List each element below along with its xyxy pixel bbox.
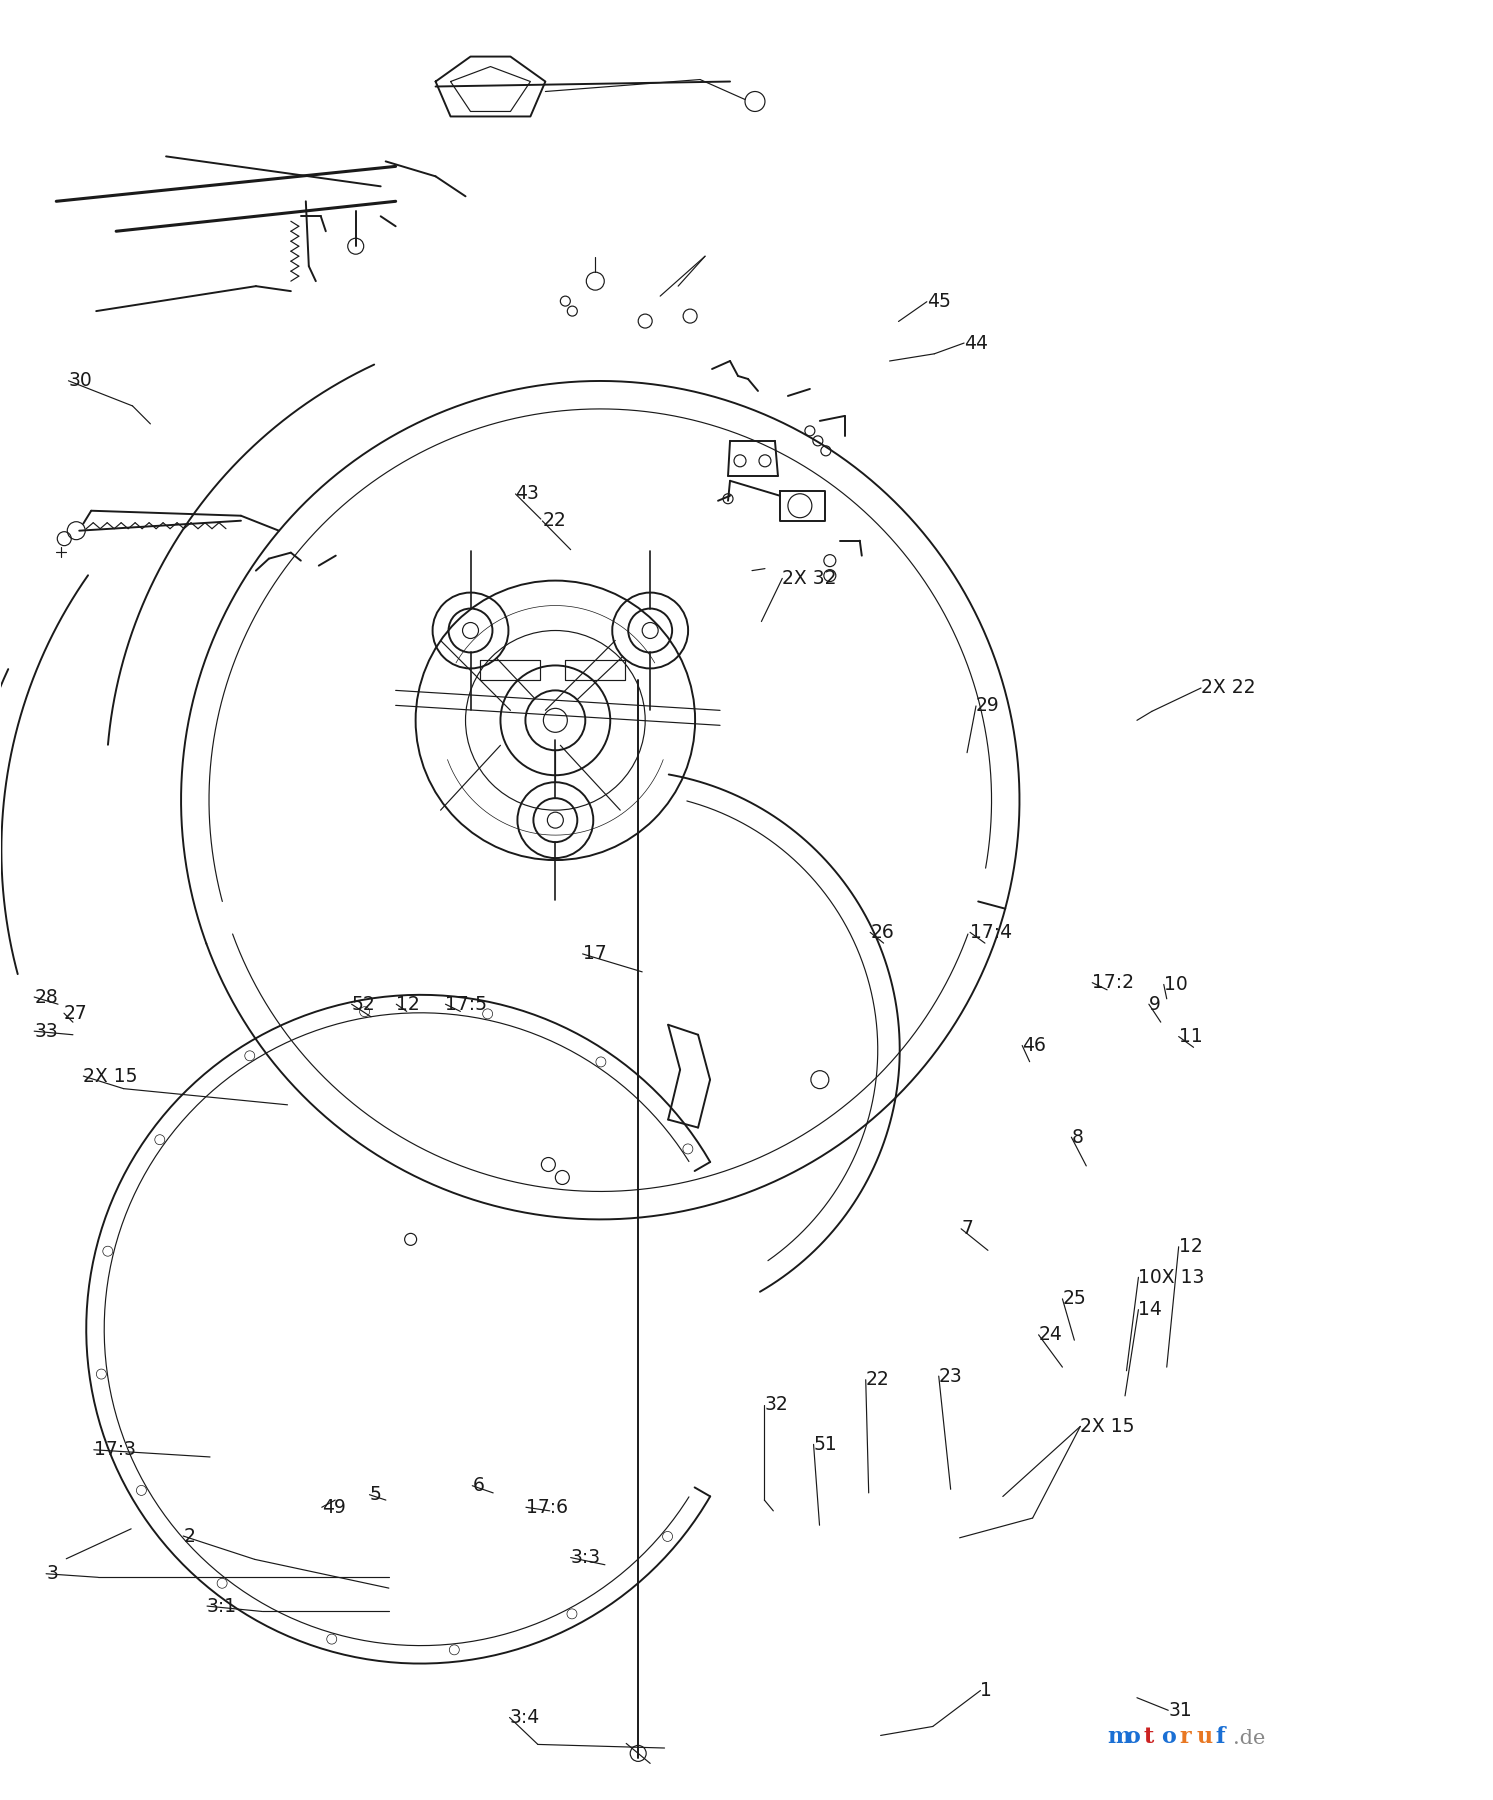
Text: 2X 22: 2X 22	[1200, 679, 1256, 697]
Text: 17: 17	[582, 945, 606, 963]
Text: m: m	[1108, 1726, 1130, 1748]
Text: 29: 29	[976, 697, 1000, 715]
Text: 10: 10	[1163, 976, 1187, 994]
Text: 3:4: 3:4	[509, 1708, 540, 1726]
Text: 31: 31	[1168, 1701, 1191, 1719]
Text: 10X 13: 10X 13	[1139, 1267, 1205, 1287]
Text: 27: 27	[64, 1004, 88, 1022]
Text: 2: 2	[184, 1526, 196, 1546]
Text: f: f	[1215, 1726, 1224, 1748]
Text: 23: 23	[939, 1366, 963, 1386]
Text: 26: 26	[870, 923, 894, 941]
Text: 12: 12	[396, 995, 420, 1013]
Text: 8: 8	[1072, 1127, 1084, 1147]
Text: 22: 22	[542, 511, 566, 531]
Text: 12: 12	[1178, 1237, 1202, 1256]
Text: 51: 51	[814, 1435, 838, 1454]
Text: 6: 6	[472, 1476, 484, 1496]
Text: 22: 22	[866, 1370, 890, 1390]
Text: 25: 25	[1063, 1289, 1087, 1309]
Text: 32: 32	[764, 1395, 788, 1415]
Text: 52: 52	[351, 995, 375, 1013]
Text: o: o	[1126, 1726, 1141, 1748]
Text: 7: 7	[961, 1219, 973, 1238]
Text: 3:1: 3:1	[208, 1597, 237, 1616]
Text: 3:3: 3:3	[570, 1548, 600, 1568]
Text: 17:5: 17:5	[445, 995, 488, 1013]
Text: 17:2: 17:2	[1093, 974, 1135, 992]
Text: 14: 14	[1139, 1300, 1163, 1319]
Text: .de: .de	[1233, 1730, 1265, 1748]
Text: 17:3: 17:3	[94, 1440, 136, 1460]
Text: 45: 45	[927, 292, 951, 311]
Text: 17:4: 17:4	[970, 923, 1012, 941]
Text: 1: 1	[981, 1681, 993, 1699]
Text: 11: 11	[1178, 1028, 1202, 1046]
Text: 44: 44	[964, 333, 988, 353]
Text: o: o	[1162, 1726, 1176, 1748]
Text: 28: 28	[34, 988, 58, 1006]
Text: 2X 15: 2X 15	[84, 1067, 137, 1085]
Text: 30: 30	[69, 371, 93, 391]
Text: 9: 9	[1148, 995, 1160, 1013]
Text: t: t	[1144, 1726, 1153, 1748]
Text: 3: 3	[46, 1564, 58, 1584]
Text: 49: 49	[322, 1498, 346, 1517]
Text: 2X 32: 2X 32	[782, 569, 836, 589]
Text: u: u	[1197, 1726, 1214, 1748]
Text: 5: 5	[369, 1485, 381, 1505]
Text: 24: 24	[1039, 1325, 1063, 1345]
Text: 2X 15: 2X 15	[1081, 1417, 1135, 1436]
Text: 33: 33	[34, 1022, 58, 1040]
Text: 17:6: 17:6	[526, 1498, 567, 1517]
Text: 46: 46	[1023, 1037, 1047, 1055]
Text: 43: 43	[515, 484, 539, 504]
Text: r: r	[1179, 1726, 1190, 1748]
